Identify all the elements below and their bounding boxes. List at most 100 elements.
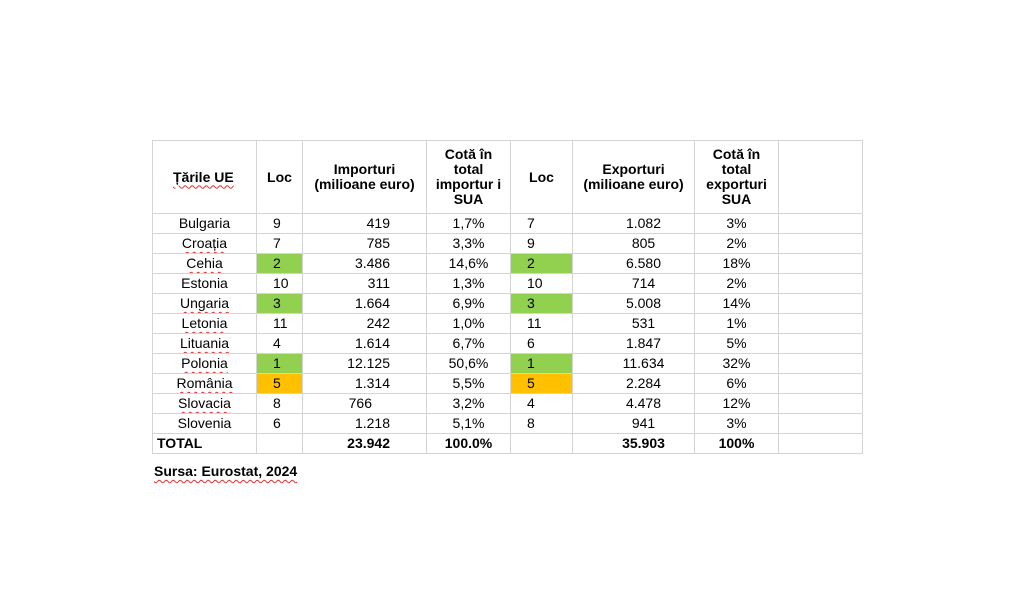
table-row: Polonia 1 12.125 50,6% 1 11.634 32% bbox=[152, 353, 863, 374]
table-row: Estonia 10 311 1,3% 10 714 2% bbox=[152, 273, 863, 294]
table-row: Slovenia 6 1.218 5,1% 8 941 3% bbox=[152, 413, 863, 434]
empty-cell bbox=[778, 233, 863, 254]
export-rank-cell: 10 bbox=[510, 273, 573, 294]
empty-cell bbox=[778, 313, 863, 334]
country-cell: Bulgaria bbox=[152, 213, 257, 234]
total-import-rank bbox=[256, 433, 303, 454]
header-export-share: Cotă în total exporturi SUA bbox=[694, 140, 779, 214]
export-share-cell: 2% bbox=[694, 273, 779, 294]
table-row: Slovacia 8 766 3,2% 4 4.478 12% bbox=[152, 393, 863, 414]
export-share-cell: 1% bbox=[694, 313, 779, 334]
imports-cell: 12.125 bbox=[302, 353, 427, 374]
import-share-cell: 14,6% bbox=[426, 253, 511, 274]
country-cell: Slovenia bbox=[152, 413, 257, 434]
import-rank-cell: 8 bbox=[256, 393, 303, 414]
export-share-cell: 5% bbox=[694, 333, 779, 354]
export-share-cell: 18% bbox=[694, 253, 779, 274]
country-name: Slovacia bbox=[178, 395, 231, 411]
import-share-cell: 6,7% bbox=[426, 333, 511, 354]
total-row: TOTAL 23.942 100.0% 35.903 100% bbox=[152, 433, 863, 454]
import-rank-cell: 4 bbox=[256, 333, 303, 354]
import-rank-cell: 1 bbox=[256, 353, 303, 374]
export-rank-cell: 1 bbox=[510, 353, 573, 374]
total-import-share: 100.0% bbox=[426, 433, 511, 454]
export-share-cell: 14% bbox=[694, 293, 779, 314]
total-extra bbox=[778, 433, 863, 454]
import-share-cell: 6,9% bbox=[426, 293, 511, 314]
country-name: Polonia bbox=[181, 355, 228, 371]
total-exports: 35.903 bbox=[572, 433, 695, 454]
import-rank-cell: 9 bbox=[256, 213, 303, 234]
empty-cell bbox=[778, 293, 863, 314]
export-rank-cell: 9 bbox=[510, 233, 573, 254]
trade-table: Țările UE Loc Importuri (milioane euro) … bbox=[152, 140, 863, 454]
export-rank-cell: 5 bbox=[510, 373, 573, 394]
imports-cell: 242 bbox=[302, 313, 427, 334]
exports-cell: 2.284 bbox=[572, 373, 695, 394]
country-name: Letonia bbox=[181, 315, 228, 331]
import-share-cell: 1,7% bbox=[426, 213, 511, 234]
empty-cell bbox=[778, 333, 863, 354]
table-row: Letonia 11 242 1,0% 11 531 1% bbox=[152, 313, 863, 334]
export-share-cell: 3% bbox=[694, 213, 779, 234]
imports-cell: 1.314 bbox=[302, 373, 427, 394]
import-rank-cell: 3 bbox=[256, 293, 303, 314]
export-share-cell: 6% bbox=[694, 373, 779, 394]
export-rank-cell: 6 bbox=[510, 333, 573, 354]
exports-cell: 531 bbox=[572, 313, 695, 334]
table-row: Cehia 2 3.486 14,6% 2 6.580 18% bbox=[152, 253, 863, 274]
imports-cell: 311 bbox=[302, 273, 427, 294]
country-name: Cehia bbox=[186, 255, 223, 271]
source-note: Sursa: Eurostat, 2024 bbox=[154, 463, 297, 479]
imports-cell: 785 bbox=[302, 233, 427, 254]
total-imports: 23.942 bbox=[302, 433, 427, 454]
country-cell: Lituania bbox=[152, 333, 257, 354]
empty-cell bbox=[778, 253, 863, 274]
empty-cell bbox=[778, 373, 863, 394]
exports-cell: 1.082 bbox=[572, 213, 695, 234]
country-cell: Polonia bbox=[152, 353, 257, 374]
export-share-cell: 12% bbox=[694, 393, 779, 414]
import-rank-cell: 7 bbox=[256, 233, 303, 254]
import-share-cell: 1,0% bbox=[426, 313, 511, 334]
export-rank-cell: 7 bbox=[510, 213, 573, 234]
table-row: Ungaria 3 1.664 6,9% 3 5.008 14% bbox=[152, 293, 863, 314]
country-name: Ungaria bbox=[179, 295, 230, 311]
table-row: Bulgaria 9 419 1,7% 7 1.082 3% bbox=[152, 213, 863, 234]
country-cell: Letonia bbox=[152, 313, 257, 334]
exports-cell: 4.478 bbox=[572, 393, 695, 414]
exports-cell: 714 bbox=[572, 273, 695, 294]
exports-cell: 11.634 bbox=[572, 353, 695, 374]
table-row: Croația 7 785 3,3% 9 805 2% bbox=[152, 233, 863, 254]
export-share-cell: 32% bbox=[694, 353, 779, 374]
imports-cell: 1.614 bbox=[302, 333, 427, 354]
import-share-cell: 5,5% bbox=[426, 373, 511, 394]
country-name: Lituania bbox=[179, 335, 230, 351]
country-cell: Estonia bbox=[152, 273, 257, 294]
empty-cell bbox=[778, 413, 863, 434]
export-rank-cell: 8 bbox=[510, 413, 573, 434]
country-cell: România bbox=[152, 373, 257, 394]
header-import-rank: Loc bbox=[256, 140, 303, 214]
total-label: TOTAL bbox=[152, 433, 257, 454]
import-share-cell: 3,3% bbox=[426, 233, 511, 254]
total-export-rank bbox=[510, 433, 573, 454]
import-share-cell: 50,6% bbox=[426, 353, 511, 374]
header-exports: Exporturi (milioane euro) bbox=[572, 140, 695, 214]
import-rank-cell: 2 bbox=[256, 253, 303, 274]
export-share-cell: 3% bbox=[694, 413, 779, 434]
table-row: Lituania 4 1.614 6,7% 6 1.847 5% bbox=[152, 333, 863, 354]
empty-cell bbox=[778, 273, 863, 294]
table-row: România 5 1.314 5,5% 5 2.284 6% bbox=[152, 373, 863, 394]
exports-cell: 6.580 bbox=[572, 253, 695, 274]
exports-cell: 805 bbox=[572, 233, 695, 254]
header-import-share: Cotă în total importur i SUA bbox=[426, 140, 511, 214]
header-row: Țările UE Loc Importuri (milioane euro) … bbox=[152, 140, 863, 214]
export-share-cell: 2% bbox=[694, 233, 779, 254]
empty-cell bbox=[778, 213, 863, 234]
imports-cell: 3.486 bbox=[302, 253, 427, 274]
header-export-rank: Loc bbox=[510, 140, 573, 214]
country-cell: Ungaria bbox=[152, 293, 257, 314]
country-cell: Croația bbox=[152, 233, 257, 254]
header-empty bbox=[778, 140, 863, 214]
